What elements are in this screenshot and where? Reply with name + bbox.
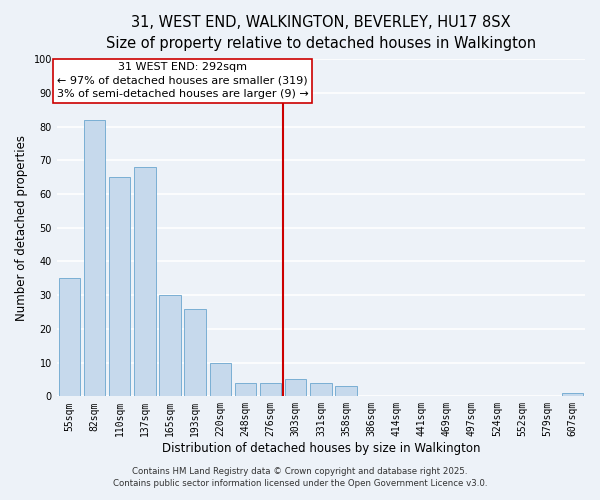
Y-axis label: Number of detached properties: Number of detached properties xyxy=(15,134,28,320)
Text: Contains HM Land Registry data © Crown copyright and database right 2025.
Contai: Contains HM Land Registry data © Crown c… xyxy=(113,466,487,487)
Bar xyxy=(285,380,307,396)
Bar xyxy=(310,383,332,396)
Bar xyxy=(562,393,583,396)
Bar xyxy=(235,383,256,396)
Title: 31, WEST END, WALKINGTON, BEVERLEY, HU17 8SX
Size of property relative to detach: 31, WEST END, WALKINGTON, BEVERLEY, HU17… xyxy=(106,15,536,51)
Bar xyxy=(184,308,206,396)
Bar xyxy=(59,278,80,396)
Bar xyxy=(84,120,105,396)
Bar xyxy=(109,177,130,396)
Bar xyxy=(260,383,281,396)
Bar xyxy=(209,362,231,396)
Text: 31 WEST END: 292sqm
← 97% of detached houses are smaller (319)
3% of semi-detach: 31 WEST END: 292sqm ← 97% of detached ho… xyxy=(56,62,308,99)
Bar xyxy=(159,295,181,396)
Bar xyxy=(134,167,155,396)
X-axis label: Distribution of detached houses by size in Walkington: Distribution of detached houses by size … xyxy=(161,442,480,455)
Bar xyxy=(335,386,357,396)
